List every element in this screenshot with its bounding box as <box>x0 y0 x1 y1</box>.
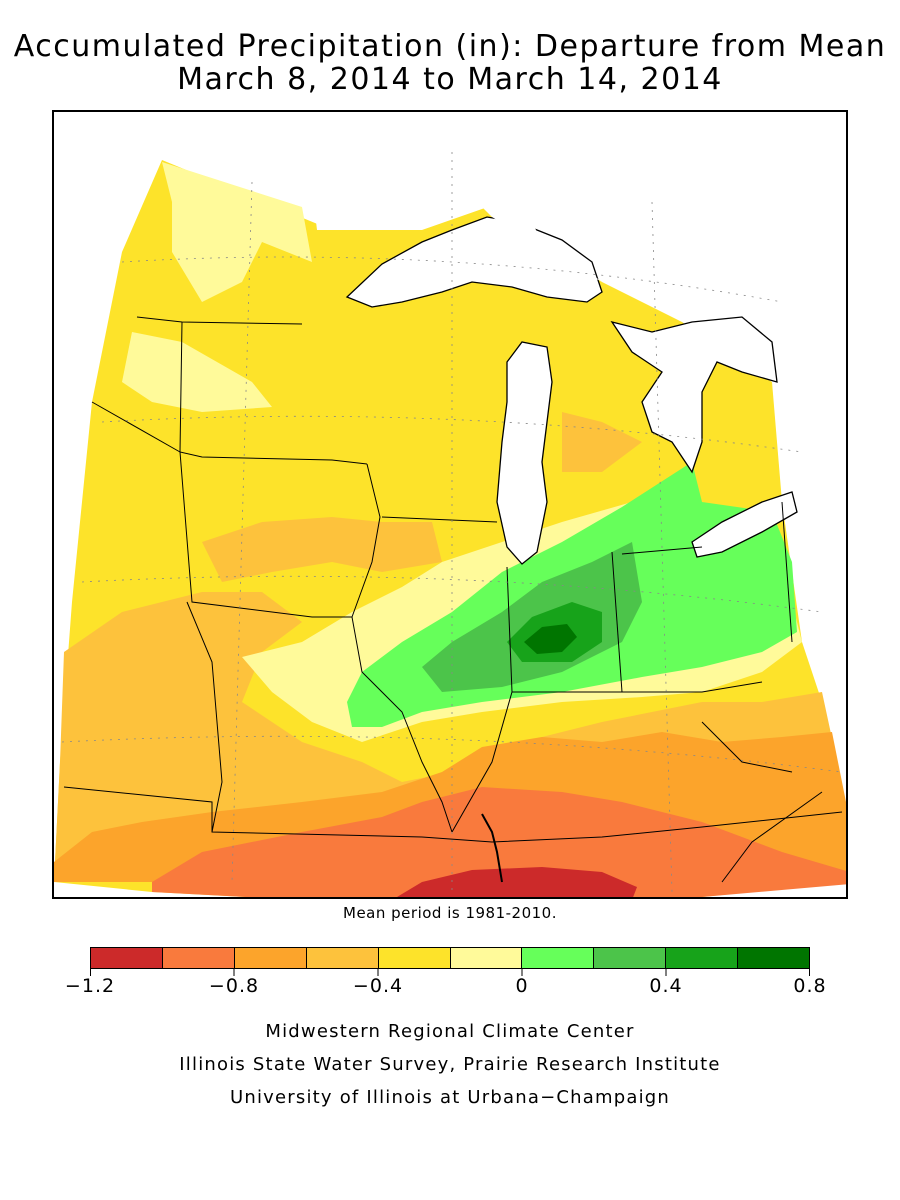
map-title-line1: Accumulated Precipitation (in): Departur… <box>13 29 887 64</box>
state-borders <box>63 316 843 883</box>
color-legend <box>90 947 810 969</box>
mean-period-note: Mean period is 1981-2010. <box>343 904 557 922</box>
legend-swatch <box>234 948 307 968</box>
legend-swatch <box>666 948 739 968</box>
legend-swatch <box>91 948 163 968</box>
credit-uiuc: University of Illinois at Urbana−Champai… <box>229 1087 671 1108</box>
graticule <box>61 152 843 893</box>
zone-near-normal-north <box>162 162 312 302</box>
legend-ticks <box>90 969 810 976</box>
legend-label: 0.8 <box>793 975 827 997</box>
legend-label: −0.8 <box>208 975 260 997</box>
zone-red <box>397 867 637 897</box>
zone-green-dark <box>524 624 577 654</box>
map-panel <box>52 110 848 899</box>
map-title-line2: March 8, 2014 to March 14, 2014 <box>177 62 723 97</box>
legend-swatch <box>522 948 595 968</box>
river <box>481 813 503 883</box>
zone-orange-light-mi <box>562 412 642 472</box>
legend-swatch <box>306 948 379 968</box>
credit-mrcc: Midwestern Regional Climate Center <box>265 1021 635 1042</box>
lake-erie <box>691 491 798 558</box>
precipitation-map <box>54 152 846 897</box>
zone-orange-light-ia <box>202 517 442 582</box>
legend-label: 0 <box>515 975 529 997</box>
lake-michigan <box>496 341 553 565</box>
legend-label: 0.4 <box>649 975 683 997</box>
legend-swatch <box>594 948 667 968</box>
lake-huron <box>610 316 778 474</box>
legend-swatch <box>450 948 523 968</box>
legend-swatch <box>378 948 451 968</box>
credit-isws: Illinois State Water Survey, Prairie Res… <box>179 1054 721 1075</box>
legend-swatch <box>738 948 810 968</box>
legend-label: −0.4 <box>352 975 404 997</box>
zone-near-normal-west <box>122 332 272 412</box>
legend-label: −1.2 <box>64 975 116 997</box>
legend-swatch <box>162 948 235 968</box>
legend-labels: −1.2 −0.8 −0.4 0 0.4 0.8 <box>65 975 826 999</box>
